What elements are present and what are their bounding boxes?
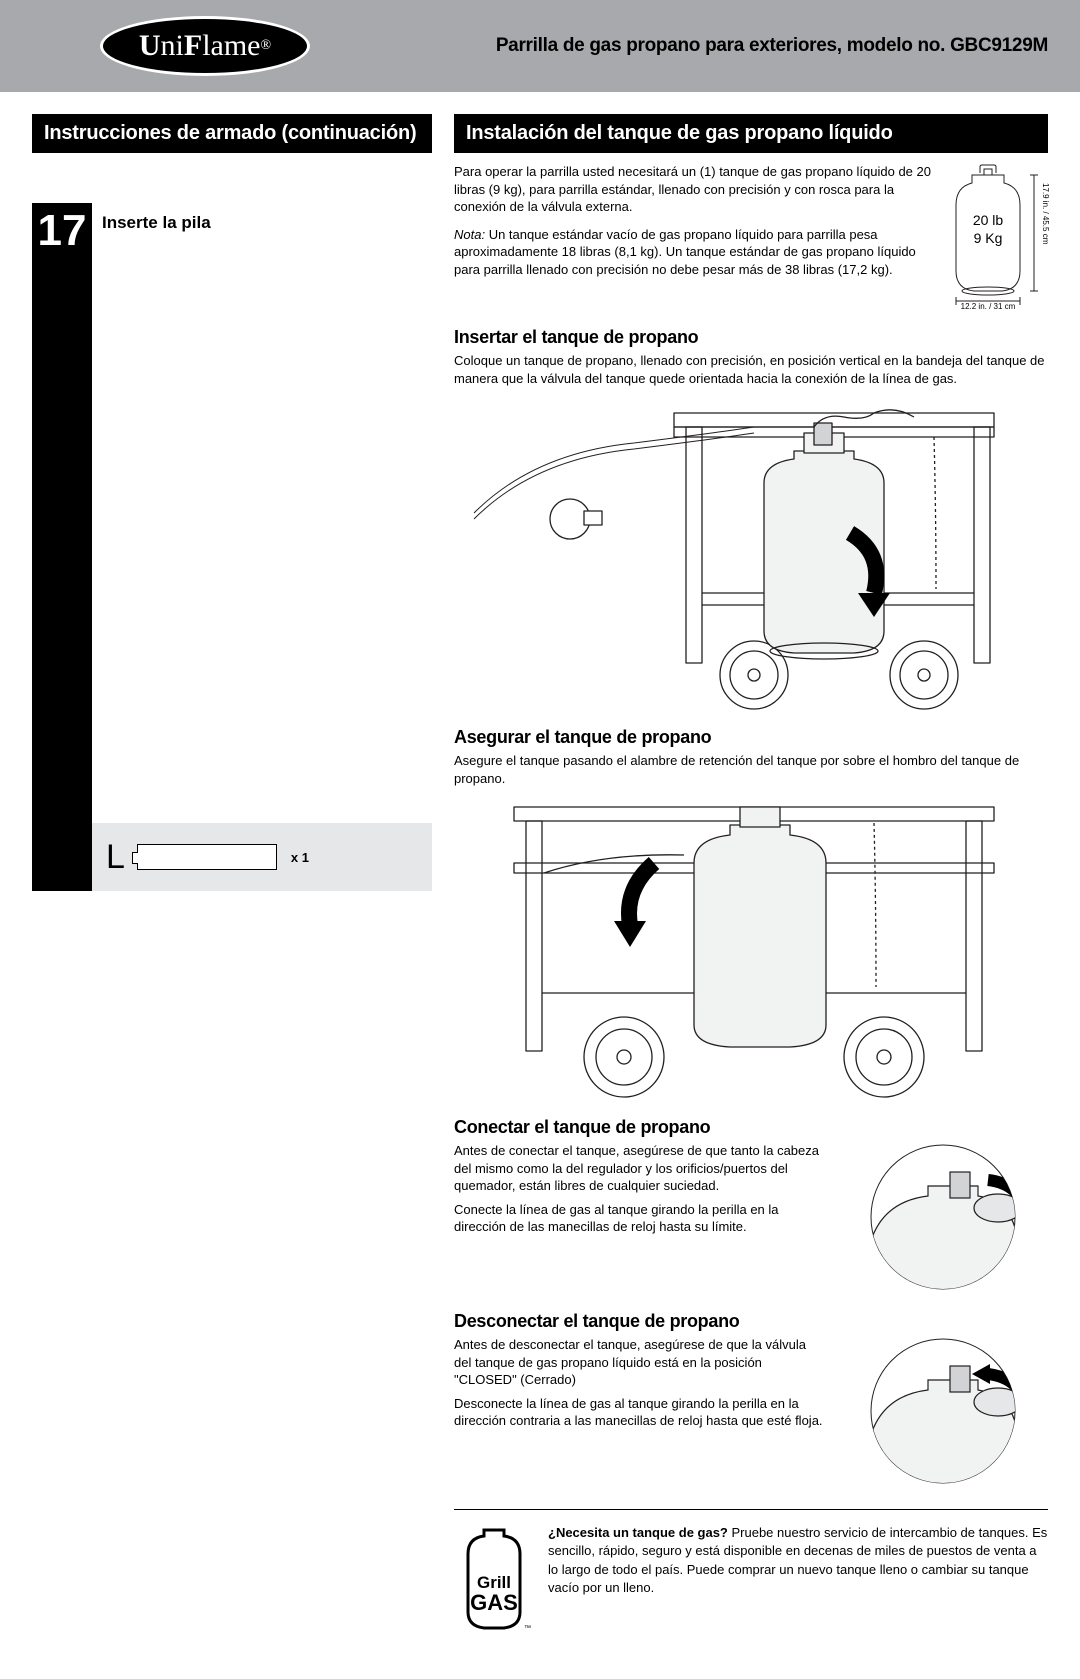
brand-logo: UniFlame® xyxy=(90,11,320,81)
step-number: 17 xyxy=(32,203,92,253)
right-section-title: Instalación del tanque de gas propano lí… xyxy=(454,114,1048,153)
left-section-title: Instrucciones de armado (continuación) xyxy=(32,114,432,153)
intro-p1: Para operar la parrilla usted necesitará… xyxy=(454,163,934,216)
svg-text:™: ™ xyxy=(524,1625,531,1632)
header-title: Parrilla de gas propano para exteriores,… xyxy=(496,35,1048,57)
secure-heading: Asegurar el tanque de propano xyxy=(454,727,1048,748)
step-spine xyxy=(32,253,92,823)
connect-illustration xyxy=(838,1142,1048,1297)
tank-size-icon: 20 lb 9 Kg 12.2 in. / 31 cm 17.9 in. / 4… xyxy=(948,163,1048,313)
intro-nota: Nota: Un tanque estándar vacío de gas pr… xyxy=(454,226,934,279)
promo-text: ¿Necesita un tanque de gas? Pruebe nuest… xyxy=(548,1524,1048,1597)
page-header: UniFlame® Parrilla de gas propano para e… xyxy=(0,0,1080,92)
battery-icon xyxy=(137,844,277,870)
secure-p: Asegure el tanque pasando el alambre de … xyxy=(454,752,1048,787)
assembly-step: 17 Inserte la pila xyxy=(32,203,432,253)
step-spine-bottom xyxy=(32,823,92,891)
secure-illustration xyxy=(454,793,1048,1103)
part-qty: x 1 xyxy=(291,850,309,865)
tank-dim-h: 17.9 in. / 45.5 cm xyxy=(1041,183,1050,244)
grill-gas-icon: Grill GAS ™ xyxy=(454,1524,534,1639)
connect-p2: Conecte la línea de gas al tanque girand… xyxy=(454,1201,824,1236)
tank-dim-w: 12.2 in. / 31 cm xyxy=(948,302,1028,311)
svg-text:GAS: GAS xyxy=(470,1590,518,1615)
disconnect-p1: Antes de desconectar el tanque, asegúres… xyxy=(454,1336,824,1389)
intro-text: Para operar la parrilla usted necesitará… xyxy=(454,163,934,313)
insert-illustration xyxy=(454,393,1048,713)
part-letter: L xyxy=(106,838,125,877)
brand-logo-ellipse: UniFlame® xyxy=(100,16,310,76)
left-column: Instrucciones de armado (continuación) 1… xyxy=(32,114,432,1639)
disconnect-heading: Desconectar el tanque de propano xyxy=(454,1311,1048,1332)
parts-bar: L x 1 xyxy=(92,823,432,891)
disconnect-p2: Desconecte la línea de gas al tanque gir… xyxy=(454,1395,824,1430)
tank-lb: 20 lb xyxy=(948,211,1028,229)
tank-kg: 9 Kg xyxy=(948,229,1028,247)
insert-heading: Insertar el tanque de propano xyxy=(454,327,1048,348)
disconnect-illustration xyxy=(838,1336,1048,1491)
step-title: Inserte la pila xyxy=(92,203,432,233)
promo-row: Grill GAS ™ ¿Necesita un tanque de gas? … xyxy=(454,1509,1048,1639)
right-column: Instalación del tanque de gas propano lí… xyxy=(454,114,1048,1639)
connect-heading: Conectar el tanque de propano xyxy=(454,1117,1048,1138)
promo-q: ¿Necesita un tanque de gas? xyxy=(548,1525,728,1540)
insert-p: Coloque un tanque de propano, llenado co… xyxy=(454,352,1048,387)
connect-p1: Antes de conectar el tanque, asegúrese d… xyxy=(454,1142,824,1195)
